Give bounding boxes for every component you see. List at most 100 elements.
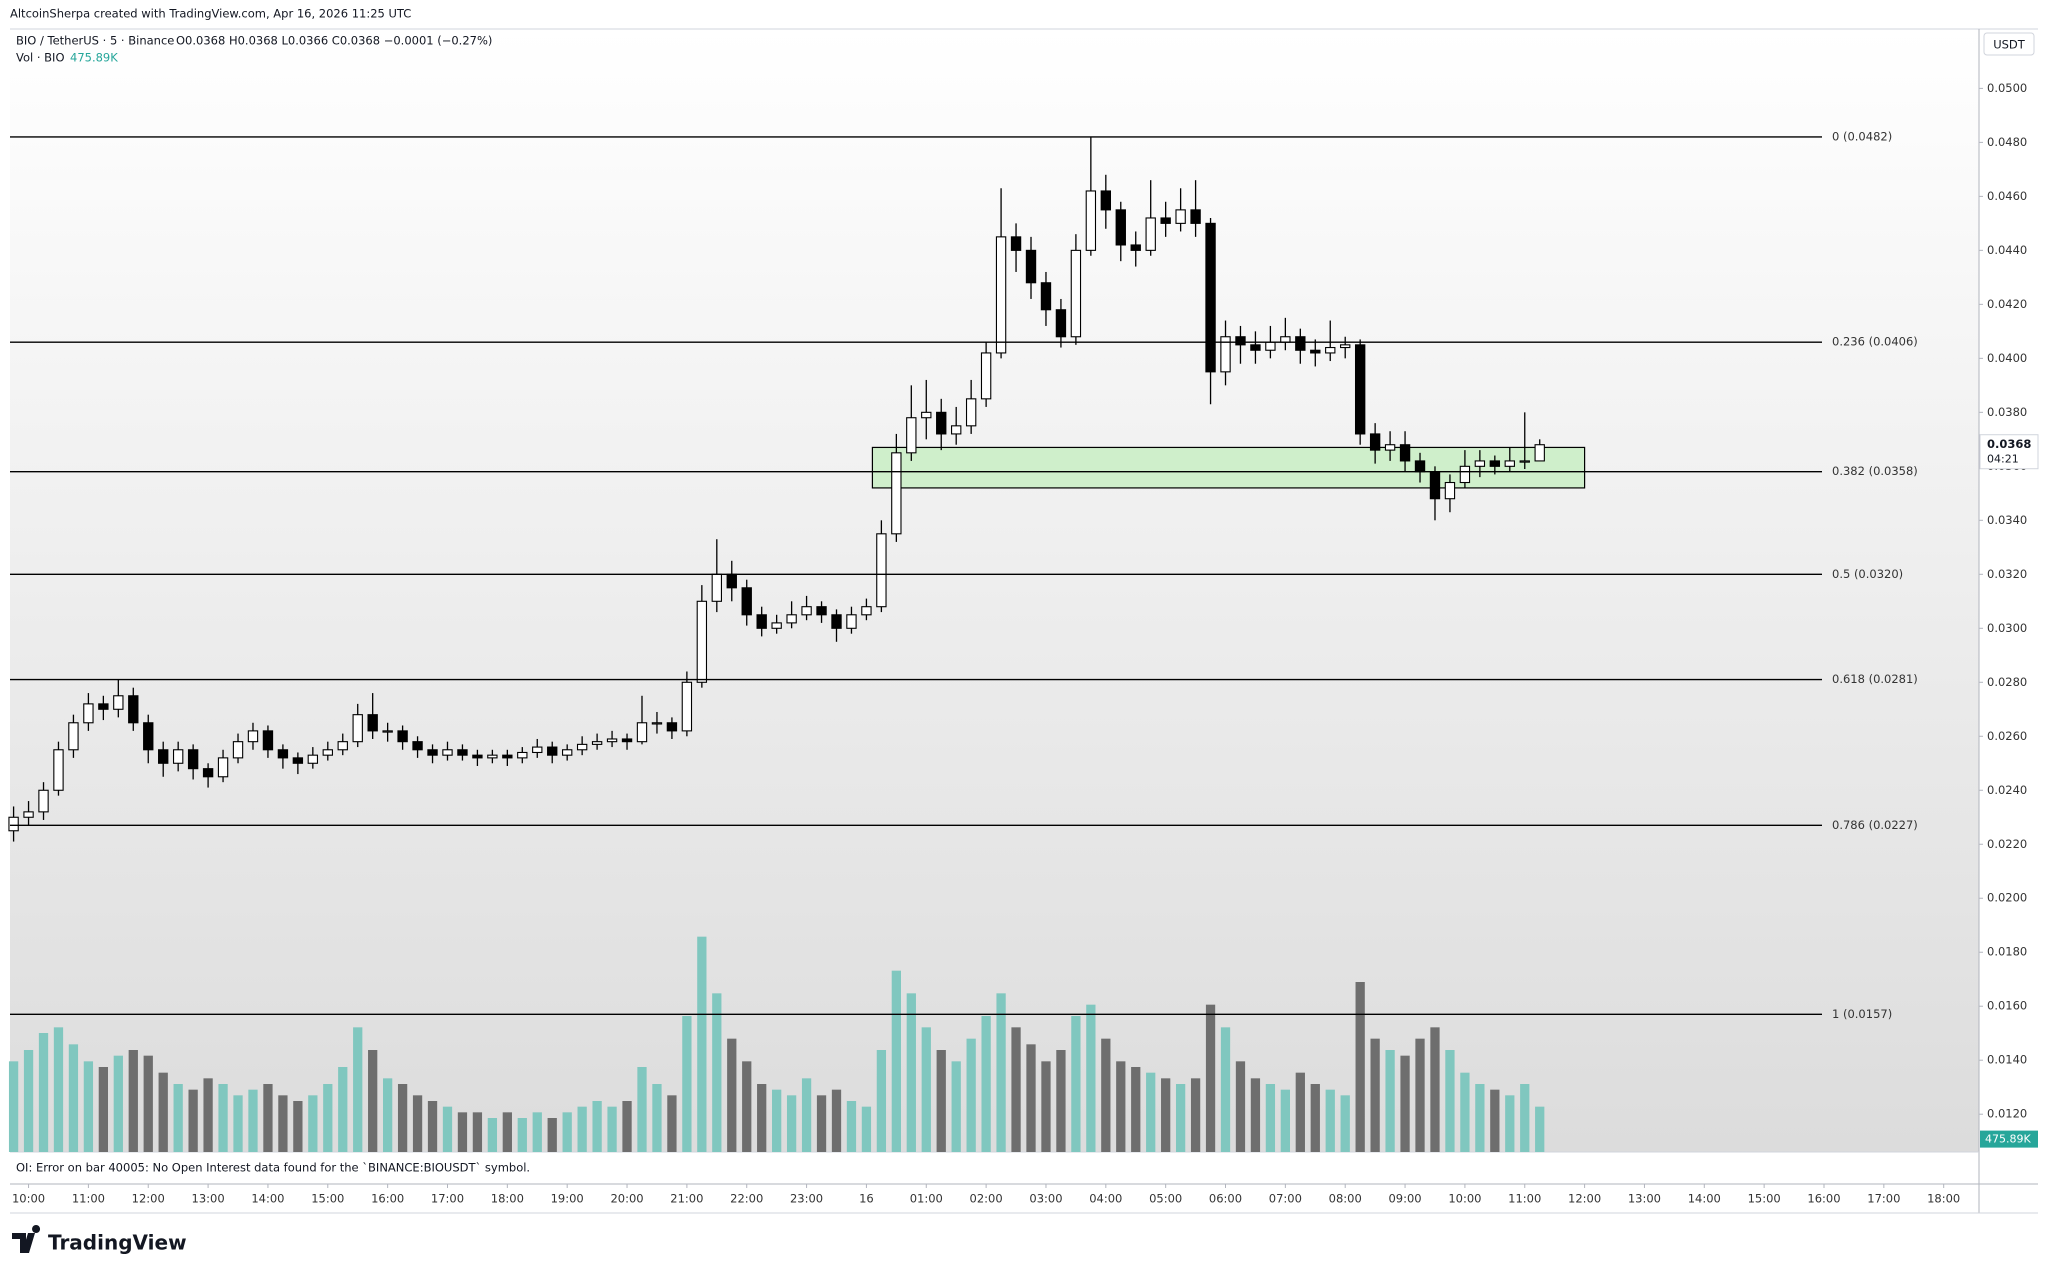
volume-bar [502, 1112, 512, 1152]
candle-body [681, 681, 693, 732]
volume-bar [68, 1044, 79, 1152]
volume-bar [1131, 1067, 1141, 1152]
y-tick-label: 0.0320 [1987, 567, 2027, 581]
volume-bar [652, 1084, 662, 1152]
candle-body [292, 757, 304, 764]
candle-body [277, 749, 289, 759]
y-tick-label: 0.0480 [1987, 135, 2027, 149]
candle-body [741, 587, 752, 616]
candle-body [1250, 344, 1261, 351]
x-tick-label: 16 [859, 1192, 874, 1206]
x-tick-label: 13:00 [192, 1192, 225, 1206]
volume-bar [353, 1027, 363, 1152]
fib-label: 0 (0.0482) [1832, 129, 1892, 143]
candle-body [547, 746, 558, 756]
x-tick-label: 14:00 [1688, 1192, 1721, 1206]
candle-body [561, 749, 573, 756]
candle-body [1444, 481, 1456, 500]
candle-body [906, 417, 917, 454]
brand[interactable]: TradingView [48, 1231, 187, 1255]
x-tick-label: 12:00 [132, 1192, 165, 1206]
candle-body [621, 738, 633, 743]
volume-bar [1280, 1089, 1290, 1152]
candle-body [921, 411, 932, 419]
x-tick-label: 11:00 [72, 1192, 105, 1206]
volume-bar [1056, 1050, 1066, 1152]
x-tick-label: 09:00 [1388, 1192, 1421, 1206]
volume-bar [1445, 1050, 1455, 1152]
currency[interactable]: USDT [1993, 38, 2026, 52]
candle-body [472, 754, 483, 759]
x-tick-label: 08:00 [1329, 1192, 1362, 1206]
candle-body [1534, 444, 1545, 462]
candle-body [1145, 217, 1156, 251]
x-tick-label: 15:00 [1748, 1192, 1781, 1206]
candle-body [980, 352, 992, 400]
candle-body [532, 746, 543, 754]
fib-label: 0.236 (0.0406) [1832, 335, 1918, 349]
volume-bar [861, 1106, 872, 1152]
candle-body [307, 754, 319, 764]
candle-body [1055, 309, 1067, 338]
fib-label: 0.618 (0.0281) [1832, 672, 1918, 686]
volume-bar [592, 1101, 602, 1152]
volume-bar [1535, 1106, 1545, 1152]
y-tick-label: 0.0180 [1987, 945, 2027, 959]
x-tick-label: 22:00 [730, 1192, 763, 1206]
volume-bar [98, 1067, 109, 1152]
volume-bar [936, 1050, 946, 1152]
candle-body [172, 749, 184, 764]
candle-body [876, 533, 887, 608]
x-tick-label: 20:00 [610, 1192, 643, 1206]
volume-bar [53, 1027, 64, 1152]
volume-bar [308, 1095, 318, 1152]
volume-bar [113, 1055, 123, 1152]
x-tick-label: 15:00 [311, 1192, 344, 1206]
volume-bar [248, 1089, 258, 1152]
brand-logo[interactable]: TradingView [12, 1225, 187, 1255]
candle-body [965, 398, 977, 427]
volume-bar [203, 1078, 213, 1152]
volume-bar [263, 1084, 273, 1152]
candle-body [696, 600, 708, 683]
volume-bar [442, 1106, 453, 1152]
volume-bar [517, 1118, 527, 1152]
y-tick-label: 0.0400 [1987, 351, 2027, 365]
y-tick-label: 0.0300 [1987, 621, 2027, 635]
candle-body [846, 614, 857, 629]
volume-bar [1161, 1078, 1171, 1152]
volume-value: 475.89K [70, 51, 118, 65]
logo-mark [12, 1225, 41, 1253]
fib-label: 0.5 (0.0320) [1832, 567, 1903, 581]
y-tick-label: 0.0220 [1987, 837, 2027, 851]
volume-bar [173, 1084, 183, 1152]
candle-body [1070, 249, 1082, 338]
volume-bar [1505, 1095, 1515, 1152]
candle-body [1190, 209, 1201, 224]
volume-bar [1355, 982, 1365, 1152]
x-tick-label: 11:00 [1508, 1192, 1541, 1206]
candle-body [1220, 336, 1231, 373]
plot-area [10, 29, 1979, 1152]
volume-bar [697, 936, 707, 1152]
volume-bar [412, 1095, 423, 1152]
volume-bar [891, 970, 901, 1152]
x-tick-label: 16:00 [371, 1192, 404, 1206]
volume-tag [1980, 1130, 2038, 1148]
y-tick-label: 0.0120 [1987, 1107, 2027, 1121]
volume-bar [996, 993, 1006, 1152]
volume-bar [562, 1112, 572, 1152]
candle-body [217, 757, 229, 778]
volume-bar [801, 1078, 812, 1152]
price-tag-label: 0.0368 [1987, 437, 2031, 451]
volume-bar [532, 1112, 542, 1152]
y-tick-label: 0.0440 [1987, 243, 2027, 257]
y-tick-label: 0.0460 [1987, 189, 2027, 203]
countdown: 04:21 [1987, 453, 2019, 466]
ohlc: O0.0368 H0.0368 L0.0366 C0.0368 −0.0001 … [176, 34, 492, 48]
volume-bar [772, 1089, 782, 1152]
volume-bar [607, 1106, 617, 1152]
currency-box[interactable] [1983, 32, 2035, 56]
volume-bar [1220, 1027, 1231, 1152]
volume-bar [1460, 1072, 1470, 1152]
